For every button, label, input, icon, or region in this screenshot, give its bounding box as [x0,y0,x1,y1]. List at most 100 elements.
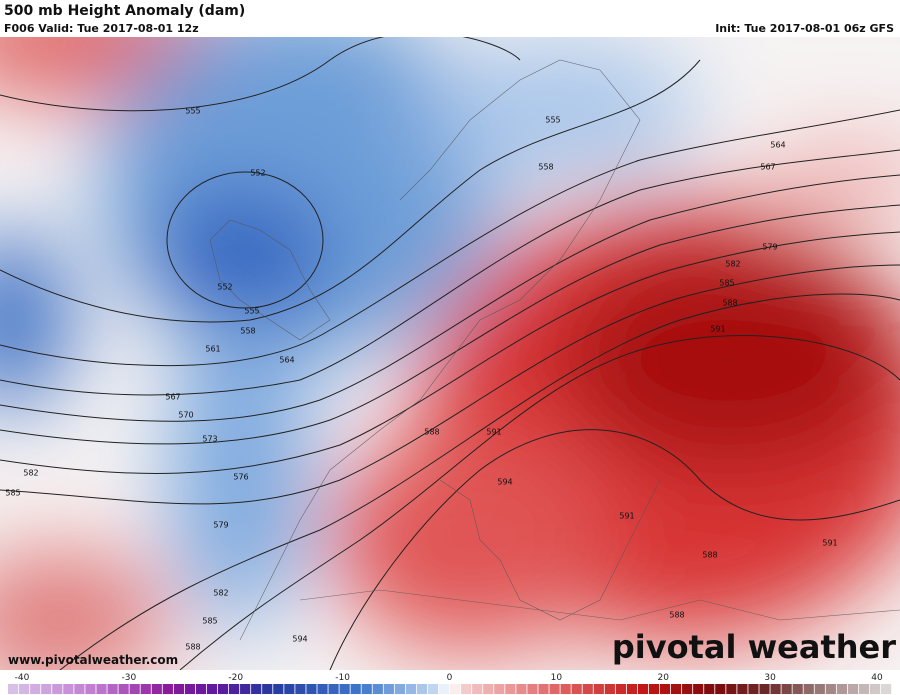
colorbar-cell [593,684,604,694]
colorbar-cell [63,684,74,694]
colorbar-cell [659,684,671,694]
colorbar-cell [427,684,439,694]
contour-label: 555 [545,116,560,125]
colorbar-cell [118,684,129,694]
colorbar-cell [858,684,870,694]
contour-label: 564 [770,141,785,150]
colorbar-cell [405,684,417,694]
colorbar-cell [251,684,262,694]
colorbar-tick-label: -30 [122,673,137,683]
colorbar-cell [19,684,30,694]
contour-label: 585 [5,489,20,498]
contour-label: 591 [619,512,634,521]
colorbar-cell [438,684,450,694]
contour-label: 585 [202,617,217,626]
colorbar-cell [284,684,295,694]
colorbar-cell [217,684,229,694]
contour-label: 594 [292,635,307,644]
contour-label: 552 [217,283,232,292]
contour-label: 588 [185,643,200,652]
colorbar-cell [328,684,339,694]
contour-label: 591 [710,325,725,334]
colorbar-cell [494,684,505,694]
colorbar-cell [748,684,759,694]
contour-label: 594 [497,478,512,487]
colorbar-cell [781,684,792,694]
colorbar-tick-label: 0 [447,673,453,683]
contour-label: 558 [240,327,255,336]
colorbar-tick-label: -40 [15,673,30,683]
contour-labels: 555 552 555 558 564 567 579 582 585 588 591 552 555 5… [5,107,837,652]
colorbar-cell [626,684,638,694]
colorbar: -40 -30 -20 -10 0 10 20 30 40 [8,673,892,694]
contour-label: 555 [244,307,259,316]
colorbar-cell [361,684,372,694]
contour-label: 552 [250,169,265,178]
colorbar-cell [560,684,571,694]
contour-label: 567 [165,393,180,402]
colorbar-cell [41,684,52,694]
colorbar-cell [792,684,803,694]
colorbar-cell [814,684,825,694]
colorbar-cell [96,684,107,694]
colorbar-cell [107,684,118,694]
colorbar-cell [737,684,748,694]
colorbar-cell [869,684,881,694]
contour-label: 561 [205,345,220,354]
colorbar-cell [339,684,350,694]
colorbar-cell [637,684,649,694]
contour-label: 582 [213,589,228,598]
colorbar-cell [615,684,626,694]
contour-label: 576 [233,473,248,482]
colorbar-cell [229,684,240,694]
map-title: 500 mb Height Anomaly (dam) [4,3,245,19]
colorbar-cell [571,684,582,694]
contour-label: 588 [702,551,717,560]
contour-label: 582 [725,260,740,269]
colorbar-cell [85,684,96,694]
init-time: Init: Tue 2017-08-01 06z GFS [715,22,894,35]
colorbar-cell [759,684,770,694]
colorbar-cell [582,684,593,694]
colorbar-cell [162,684,173,694]
contour-label: 588 [669,611,684,620]
colorbar-cell [350,684,361,694]
contour-label: 564 [279,356,294,365]
colorbar-cell [383,684,394,694]
contour-label: 573 [202,435,217,444]
colorbar-cell [648,684,660,694]
colorbar-cell [394,684,405,694]
colorbar-cell [151,684,162,694]
contour-label: 591 [822,539,837,548]
colorbar-cell [671,684,682,694]
colorbar-cell [450,684,461,694]
colorbar-cell [262,684,273,694]
colorbar-tick-label: 30 [764,673,776,683]
colorbar-cell [726,684,737,694]
colorbar-cell [604,684,615,694]
colorbar-cell [273,684,284,694]
contour-label: 579 [213,521,228,530]
colorbar-tick-label: 40 [871,673,883,683]
colorbar-tick-label: -10 [335,673,350,683]
contour-label: 588 [424,428,439,437]
colorbar-cell [770,684,781,694]
contour-label: 558 [538,163,553,172]
colorbar-cell [173,684,184,694]
colorbar-tick-label: 20 [658,673,670,683]
colorbar-cell [715,684,726,694]
colorbar-cell [184,684,196,694]
contour-label: 582 [23,469,38,478]
colorbar-cell [847,684,859,694]
contour-label: 567 [760,163,775,172]
contour-label: 588 [722,299,737,308]
colorbar-cell [527,684,538,694]
colorbar-cell [140,684,151,694]
colorbar-cell [704,684,715,694]
colorbar-cell [825,684,836,694]
colorbar-cell [74,684,85,694]
colorbar-tick-label: -20 [228,673,243,683]
valid-time: F006 Valid: Tue 2017-08-01 12z [4,22,199,35]
colorbar-cell [52,684,63,694]
